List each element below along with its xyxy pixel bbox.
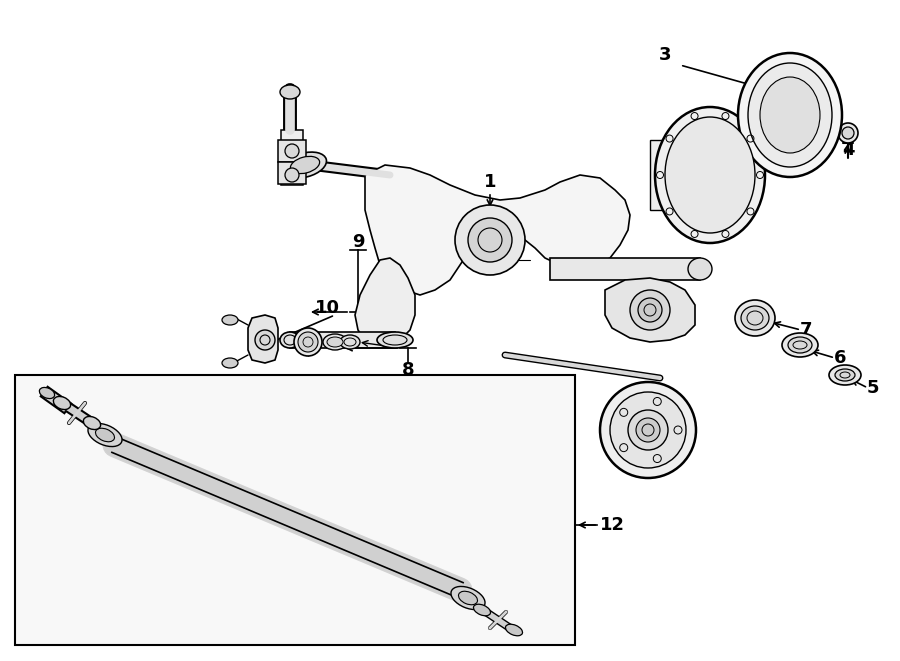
Ellipse shape (738, 53, 842, 177)
Ellipse shape (473, 604, 491, 616)
Text: 2: 2 (731, 211, 743, 229)
Ellipse shape (741, 306, 769, 330)
Circle shape (630, 290, 670, 330)
Ellipse shape (610, 392, 686, 468)
Circle shape (638, 298, 662, 322)
Text: 6: 6 (833, 349, 846, 367)
Ellipse shape (506, 624, 523, 636)
Ellipse shape (788, 337, 812, 353)
Ellipse shape (222, 315, 238, 325)
Bar (15, 375, 575, 645)
Bar (550, 258, 700, 280)
Ellipse shape (291, 157, 319, 174)
Text: 5: 5 (867, 379, 879, 397)
PathPatch shape (605, 278, 695, 342)
Text: 12: 12 (600, 516, 625, 534)
Ellipse shape (628, 410, 668, 450)
Ellipse shape (53, 397, 70, 410)
Ellipse shape (760, 77, 820, 153)
Ellipse shape (327, 337, 343, 347)
Circle shape (285, 168, 299, 182)
Circle shape (468, 218, 512, 262)
Ellipse shape (284, 152, 327, 178)
PathPatch shape (248, 315, 278, 363)
PathPatch shape (355, 258, 415, 345)
Ellipse shape (838, 123, 858, 143)
Ellipse shape (655, 107, 765, 243)
Text: 11: 11 (668, 423, 693, 441)
Ellipse shape (458, 591, 478, 605)
Ellipse shape (735, 300, 775, 336)
Ellipse shape (451, 586, 485, 609)
Bar (290, 332, 395, 348)
Ellipse shape (782, 333, 818, 357)
Ellipse shape (222, 358, 238, 368)
Ellipse shape (835, 369, 855, 381)
Text: 3: 3 (659, 46, 671, 64)
Text: 4: 4 (842, 141, 854, 159)
Ellipse shape (323, 334, 347, 350)
Ellipse shape (636, 418, 660, 442)
Text: 9: 9 (352, 233, 365, 251)
Ellipse shape (829, 365, 861, 385)
Ellipse shape (88, 424, 122, 447)
Text: 8: 8 (401, 361, 414, 379)
Ellipse shape (40, 387, 55, 399)
Bar (278, 162, 306, 184)
Bar (281, 130, 303, 185)
Ellipse shape (298, 332, 318, 352)
Ellipse shape (340, 335, 360, 349)
Circle shape (285, 144, 299, 158)
Bar (650, 140, 715, 210)
Ellipse shape (665, 117, 755, 233)
Ellipse shape (600, 382, 696, 478)
Circle shape (255, 330, 275, 350)
Text: 7: 7 (800, 321, 812, 339)
Ellipse shape (280, 85, 300, 99)
Ellipse shape (294, 328, 322, 356)
Ellipse shape (842, 127, 854, 139)
Circle shape (455, 205, 525, 275)
Text: 10: 10 (315, 299, 340, 317)
Text: 1: 1 (484, 173, 496, 191)
Ellipse shape (748, 63, 832, 167)
Ellipse shape (377, 332, 413, 348)
Bar (278, 140, 306, 162)
Ellipse shape (688, 258, 712, 280)
Ellipse shape (280, 332, 300, 348)
PathPatch shape (365, 165, 630, 295)
Ellipse shape (84, 416, 101, 430)
Ellipse shape (95, 428, 114, 442)
